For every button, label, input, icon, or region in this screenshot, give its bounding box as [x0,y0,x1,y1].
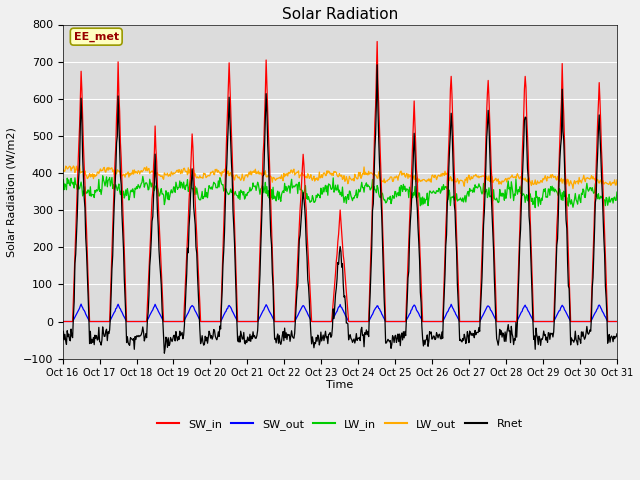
Legend: SW_in, SW_out, LW_in, LW_out, Rnet: SW_in, SW_out, LW_in, LW_out, Rnet [152,414,527,434]
Rnet [68,335,76,340]
SW_out [68,319,76,324]
Rnet [425,339,433,345]
Line: LW_out: LW_out [63,165,617,189]
Text: EE_met: EE_met [74,32,119,42]
LW_out [613,177,621,183]
LW_out [127,172,134,178]
LW_out [212,168,220,174]
LW_out [76,162,83,168]
SW_in [126,319,134,324]
Rnet [409,175,417,180]
SW_in [211,319,219,324]
SW_in [408,162,416,168]
LW_in [613,189,621,195]
LW_out [424,178,432,184]
Line: LW_in: LW_in [63,176,617,208]
LW_in [408,191,416,197]
SW_in [424,319,432,324]
LW_in [99,173,106,179]
SW_out [59,319,67,324]
SW_in [59,319,67,324]
LW_out [569,186,577,192]
Rnet [161,350,168,356]
LW_out [408,175,416,180]
Rnet [212,336,220,341]
Rnet [373,62,381,68]
SW_out [127,319,134,324]
Line: SW_out: SW_out [63,304,617,322]
SW_out [408,307,416,312]
SW_out [212,319,220,324]
Line: Rnet: Rnet [63,65,617,353]
X-axis label: Time: Time [326,380,353,390]
LW_in [212,185,220,191]
Title: Solar Radiation: Solar Radiation [282,7,398,22]
Rnet [59,338,67,344]
LW_out [68,165,76,171]
LW_in [59,188,67,193]
LW_in [424,203,432,208]
LW_in [183,183,191,189]
LW_in [127,189,134,194]
SW_in [613,319,621,324]
LW_in [68,181,76,187]
LW_out [59,168,67,174]
SW_out [77,301,85,307]
SW_out [183,312,191,318]
Line: SW_in: SW_in [63,41,617,322]
Rnet [613,331,621,336]
LW_in [531,205,539,211]
Y-axis label: Solar Radiation (W/m2): Solar Radiation (W/m2) [7,127,17,256]
SW_out [613,319,621,324]
SW_in [68,319,76,324]
SW_out [424,319,432,324]
SW_in [182,269,190,275]
Rnet [183,271,191,277]
Rnet [126,343,134,348]
SW_in [373,38,381,44]
LW_out [183,168,191,174]
